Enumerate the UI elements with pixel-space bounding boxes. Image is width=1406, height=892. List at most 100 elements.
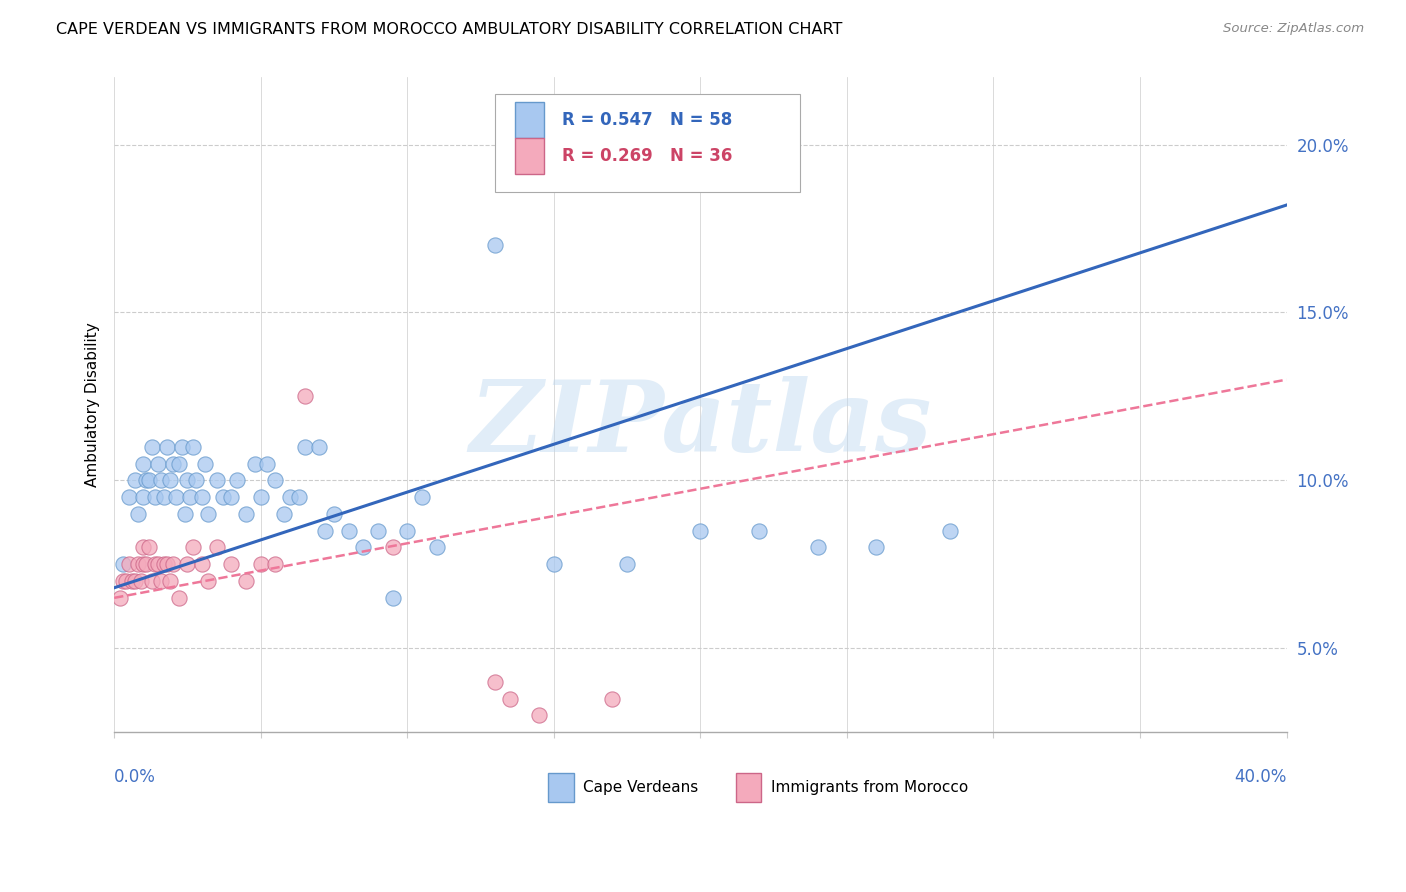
Point — [396, 524, 419, 538]
Text: Cape Verdeans: Cape Verdeans — [583, 780, 699, 796]
Point — [381, 541, 404, 555]
Point — [124, 574, 146, 588]
Point — [323, 507, 346, 521]
Point — [484, 674, 506, 689]
Point — [146, 558, 169, 572]
Point — [143, 558, 166, 572]
Point — [179, 490, 201, 504]
Text: Source: ZipAtlas.com: Source: ZipAtlas.com — [1223, 22, 1364, 36]
Point — [221, 490, 243, 504]
Point — [132, 490, 155, 504]
Point — [205, 473, 228, 487]
Point — [865, 541, 887, 555]
Point — [159, 473, 181, 487]
Point — [129, 574, 152, 588]
Point — [226, 473, 249, 487]
Point — [221, 558, 243, 572]
Point — [173, 507, 195, 521]
Point — [121, 574, 143, 588]
Point — [156, 558, 179, 572]
FancyBboxPatch shape — [515, 138, 544, 174]
Point — [235, 574, 257, 588]
Point — [602, 691, 624, 706]
Point — [337, 524, 360, 538]
Point — [194, 457, 217, 471]
Point — [748, 524, 770, 538]
Point — [135, 473, 157, 487]
Point — [689, 524, 711, 538]
Point — [938, 524, 960, 538]
Point — [308, 440, 330, 454]
Point — [191, 558, 214, 572]
Point — [153, 490, 176, 504]
Point — [132, 541, 155, 555]
Point — [527, 708, 550, 723]
Point — [288, 490, 311, 504]
Point — [135, 558, 157, 572]
Point — [278, 490, 301, 504]
Point — [205, 541, 228, 555]
Point — [159, 574, 181, 588]
Point — [138, 473, 160, 487]
Point — [249, 558, 271, 572]
Point — [314, 524, 336, 538]
Point — [111, 574, 134, 588]
Point — [150, 473, 173, 487]
Point — [132, 457, 155, 471]
Point — [141, 574, 163, 588]
Point — [127, 558, 149, 572]
Text: ZIPatlas: ZIPatlas — [470, 376, 932, 473]
Point — [197, 507, 219, 521]
Point — [138, 541, 160, 555]
Point — [111, 558, 134, 572]
Point — [197, 574, 219, 588]
Point — [176, 558, 198, 572]
Point — [543, 558, 565, 572]
Point — [294, 389, 316, 403]
Point — [256, 457, 278, 471]
Point — [150, 574, 173, 588]
Point — [146, 457, 169, 471]
Point — [211, 490, 233, 504]
Point — [170, 440, 193, 454]
Point — [183, 440, 205, 454]
FancyBboxPatch shape — [515, 102, 544, 138]
Point — [108, 591, 131, 605]
Point — [167, 457, 190, 471]
Point — [183, 541, 205, 555]
Point — [118, 558, 141, 572]
Point — [484, 238, 506, 252]
Point — [141, 440, 163, 454]
Point — [127, 507, 149, 521]
Y-axis label: Ambulatory Disability: Ambulatory Disability — [86, 322, 100, 487]
Text: Immigrants from Morocco: Immigrants from Morocco — [770, 780, 967, 796]
Point — [381, 591, 404, 605]
Point — [162, 558, 184, 572]
Point — [132, 558, 155, 572]
Point — [367, 524, 389, 538]
Point — [411, 490, 433, 504]
Point — [191, 490, 214, 504]
Point — [162, 457, 184, 471]
Text: R = 0.547   N = 58: R = 0.547 N = 58 — [562, 111, 733, 129]
Text: 40.0%: 40.0% — [1234, 768, 1286, 786]
Text: CAPE VERDEAN VS IMMIGRANTS FROM MOROCCO AMBULATORY DISABILITY CORRELATION CHART: CAPE VERDEAN VS IMMIGRANTS FROM MOROCCO … — [56, 22, 842, 37]
FancyBboxPatch shape — [495, 94, 800, 192]
Point — [243, 457, 266, 471]
Point — [186, 473, 208, 487]
Text: R = 0.269   N = 36: R = 0.269 N = 36 — [562, 147, 733, 165]
Point — [115, 574, 138, 588]
Point — [807, 541, 830, 555]
Point — [167, 591, 190, 605]
Point — [249, 490, 271, 504]
Point — [143, 490, 166, 504]
Point — [499, 691, 522, 706]
Point — [264, 558, 287, 572]
Point — [124, 473, 146, 487]
Point — [235, 507, 257, 521]
Point — [616, 558, 638, 572]
Point — [264, 473, 287, 487]
Text: 0.0%: 0.0% — [114, 768, 156, 786]
FancyBboxPatch shape — [735, 773, 762, 802]
Point — [352, 541, 374, 555]
